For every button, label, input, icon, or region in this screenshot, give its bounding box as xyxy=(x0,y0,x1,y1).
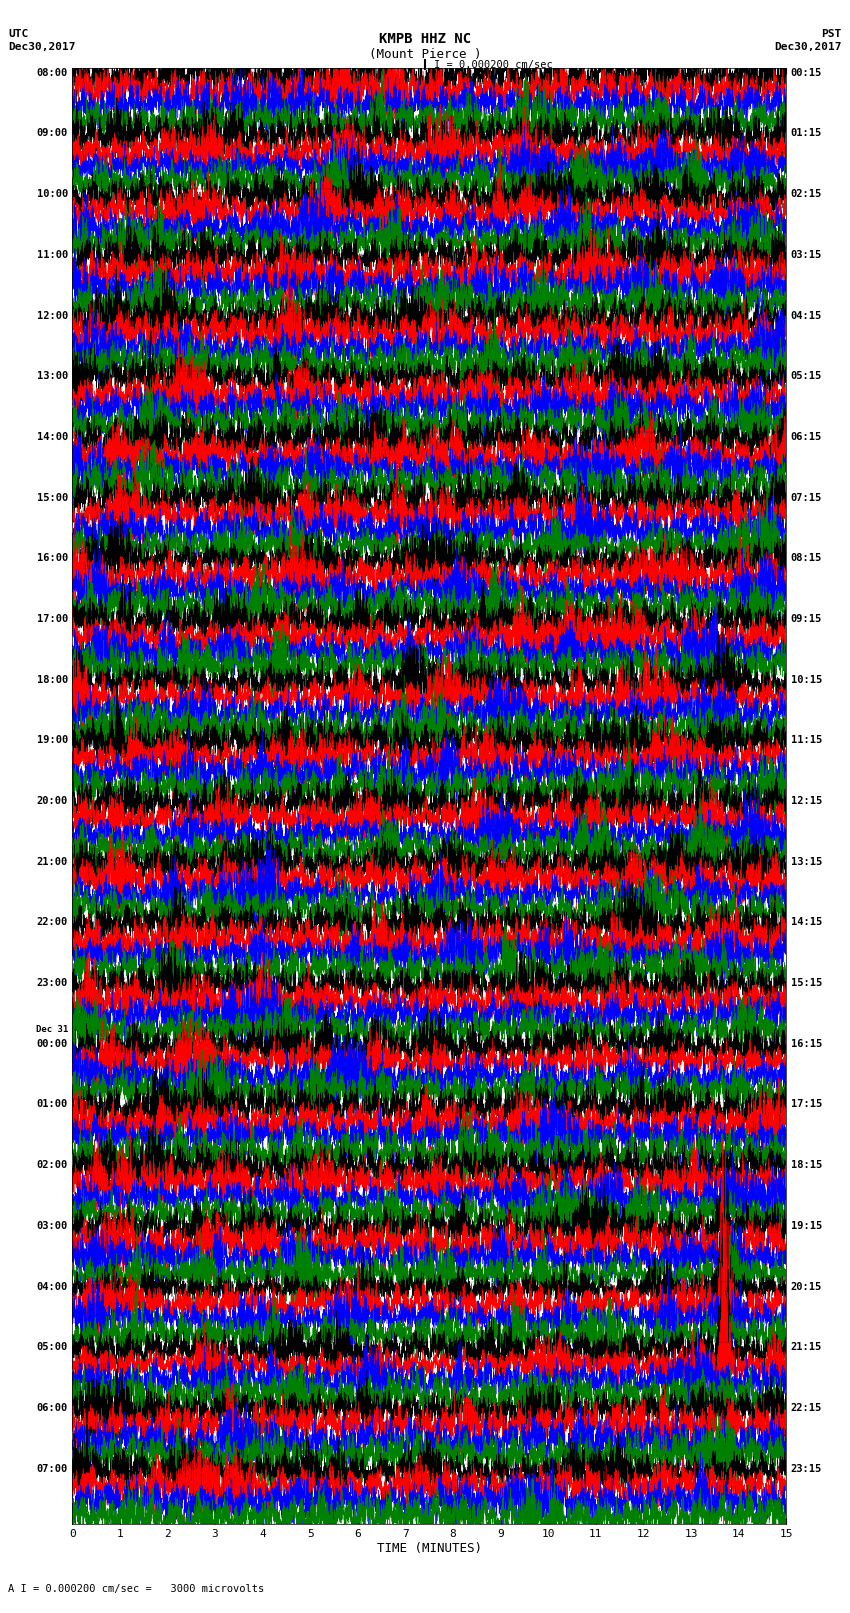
Text: 18:15: 18:15 xyxy=(790,1160,822,1169)
Text: Dec30,2017: Dec30,2017 xyxy=(774,42,842,52)
Text: 04:15: 04:15 xyxy=(790,311,822,321)
Text: 01:15: 01:15 xyxy=(790,129,822,139)
Text: 09:00: 09:00 xyxy=(37,129,68,139)
Text: 02:15: 02:15 xyxy=(790,189,822,198)
Text: 16:00: 16:00 xyxy=(37,553,68,563)
Text: 18:00: 18:00 xyxy=(37,674,68,684)
Text: 10:00: 10:00 xyxy=(37,189,68,198)
Text: 11:15: 11:15 xyxy=(790,736,822,745)
Text: 23:00: 23:00 xyxy=(37,977,68,989)
Text: 15:15: 15:15 xyxy=(790,977,822,989)
Text: 00:00: 00:00 xyxy=(37,1039,68,1048)
Text: (Mount Pierce ): (Mount Pierce ) xyxy=(369,48,481,61)
Text: 21:15: 21:15 xyxy=(790,1342,822,1352)
Text: 03:00: 03:00 xyxy=(37,1221,68,1231)
Text: 01:00: 01:00 xyxy=(37,1100,68,1110)
Text: 17:00: 17:00 xyxy=(37,615,68,624)
Text: 12:00: 12:00 xyxy=(37,311,68,321)
Text: PST: PST xyxy=(821,29,842,39)
Text: 08:15: 08:15 xyxy=(790,553,822,563)
Text: 14:00: 14:00 xyxy=(37,432,68,442)
X-axis label: TIME (MINUTES): TIME (MINUTES) xyxy=(377,1542,482,1555)
Text: 23:15: 23:15 xyxy=(790,1463,822,1474)
Text: 11:00: 11:00 xyxy=(37,250,68,260)
Text: 22:15: 22:15 xyxy=(790,1403,822,1413)
Text: A I = 0.000200 cm/sec =   3000 microvolts: A I = 0.000200 cm/sec = 3000 microvolts xyxy=(8,1584,264,1594)
Text: 20:00: 20:00 xyxy=(37,797,68,806)
Text: 02:00: 02:00 xyxy=(37,1160,68,1169)
Text: Dec 31: Dec 31 xyxy=(36,1024,68,1034)
Text: 07:15: 07:15 xyxy=(790,492,822,503)
Text: 19:00: 19:00 xyxy=(37,736,68,745)
Text: Dec30,2017: Dec30,2017 xyxy=(8,42,76,52)
Text: 20:15: 20:15 xyxy=(790,1281,822,1292)
Text: 22:00: 22:00 xyxy=(37,918,68,927)
Text: 09:15: 09:15 xyxy=(790,615,822,624)
Text: 08:00: 08:00 xyxy=(37,68,68,77)
Text: 16:15: 16:15 xyxy=(790,1039,822,1048)
Text: 13:15: 13:15 xyxy=(790,857,822,866)
Text: 10:15: 10:15 xyxy=(790,674,822,684)
Text: 05:00: 05:00 xyxy=(37,1342,68,1352)
Text: 21:00: 21:00 xyxy=(37,857,68,866)
Text: 07:00: 07:00 xyxy=(37,1463,68,1474)
Text: 06:15: 06:15 xyxy=(790,432,822,442)
Text: I = 0.000200 cm/sec: I = 0.000200 cm/sec xyxy=(434,60,552,69)
Text: 05:15: 05:15 xyxy=(790,371,822,381)
Text: KMPB HHZ NC: KMPB HHZ NC xyxy=(379,32,471,47)
Text: 12:15: 12:15 xyxy=(790,797,822,806)
Text: 14:15: 14:15 xyxy=(790,918,822,927)
Text: 04:00: 04:00 xyxy=(37,1281,68,1292)
Text: 17:15: 17:15 xyxy=(790,1100,822,1110)
Text: 03:15: 03:15 xyxy=(790,250,822,260)
Text: 00:15: 00:15 xyxy=(790,68,822,77)
Text: 13:00: 13:00 xyxy=(37,371,68,381)
Text: 06:00: 06:00 xyxy=(37,1403,68,1413)
Text: UTC: UTC xyxy=(8,29,29,39)
Text: 15:00: 15:00 xyxy=(37,492,68,503)
Text: 19:15: 19:15 xyxy=(790,1221,822,1231)
